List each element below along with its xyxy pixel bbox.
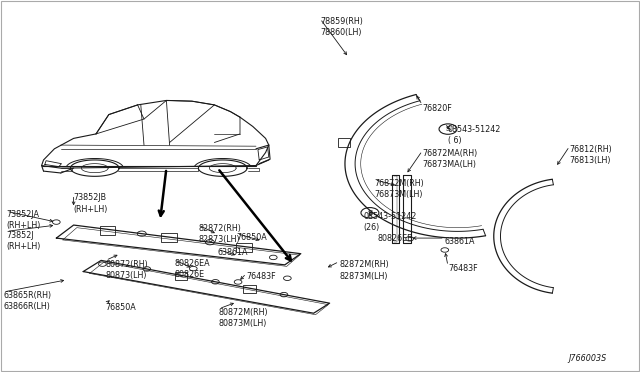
- Text: 63865R(RH)
63866R(LH): 63865R(RH) 63866R(LH): [3, 291, 51, 311]
- Text: J766003S: J766003S: [568, 354, 607, 363]
- Text: 82872(RH)
82873(LH): 82872(RH) 82873(LH): [198, 224, 241, 244]
- Text: 73852JB
(RH+LH): 73852JB (RH+LH): [74, 193, 108, 214]
- Text: 76872M(RH)
76873M(LH): 76872M(RH) 76873M(LH): [374, 179, 424, 199]
- Text: 76812(RH)
76813(LH): 76812(RH) 76813(LH): [570, 145, 612, 165]
- Text: S: S: [367, 209, 372, 217]
- Text: 80872M(RH)
80873M(LH): 80872M(RH) 80873M(LH): [219, 308, 269, 328]
- Text: 80826EB: 80826EB: [378, 234, 413, 243]
- Text: 73852J
(RH+LH): 73852J (RH+LH): [6, 231, 41, 251]
- Text: 80826EA
80826E: 80826EA 80826E: [174, 259, 210, 279]
- Text: 76850A: 76850A: [106, 303, 136, 312]
- Text: 76820F: 76820F: [422, 104, 452, 113]
- Text: 82872M(RH)
82873M(LH): 82872M(RH) 82873M(LH): [339, 260, 389, 280]
- Text: 76850A: 76850A: [237, 232, 268, 241]
- Text: 73852JA
(RH+LH): 73852JA (RH+LH): [6, 210, 41, 230]
- Text: S: S: [445, 125, 451, 133]
- Text: 78859(RH)
78860(LH): 78859(RH) 78860(LH): [320, 17, 363, 37]
- Text: 08543-51242
(26): 08543-51242 (26): [364, 212, 417, 232]
- Text: 63861A: 63861A: [445, 237, 476, 246]
- Text: 76872MA(RH)
76873MA(LH): 76872MA(RH) 76873MA(LH): [422, 149, 477, 169]
- Text: 80872(RH)
80873(LH): 80872(RH) 80873(LH): [106, 260, 148, 280]
- Text: 08543-51242
( 6): 08543-51242 ( 6): [448, 125, 501, 145]
- Text: 63861A: 63861A: [218, 248, 248, 257]
- Text: 76483F: 76483F: [448, 264, 477, 273]
- Text: 76483F: 76483F: [246, 272, 276, 281]
